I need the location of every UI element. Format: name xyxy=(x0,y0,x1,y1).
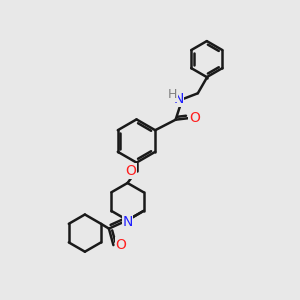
Text: N: N xyxy=(173,92,184,106)
Text: O: O xyxy=(125,164,136,178)
Text: N: N xyxy=(122,215,133,229)
Text: O: O xyxy=(189,111,200,125)
Text: H: H xyxy=(168,88,177,101)
Text: O: O xyxy=(116,238,126,252)
